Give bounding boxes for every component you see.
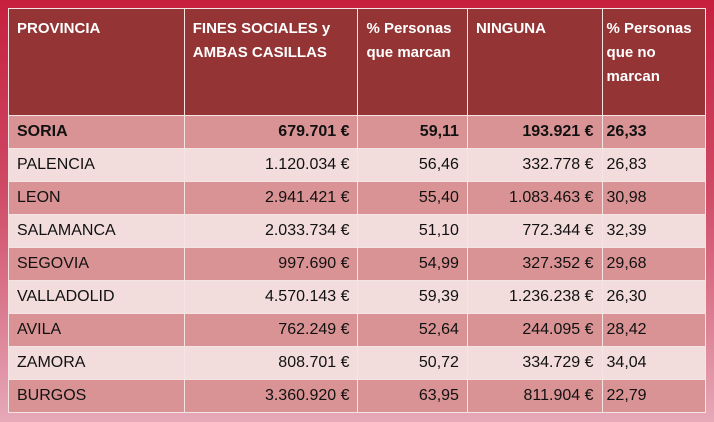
- cell-pct-marcan: 54,99: [357, 247, 468, 281]
- table-row: SEGOVIA 997.690 €54,99 327.352 €29,68: [8, 247, 707, 281]
- cell-pct-marcan: 63,95: [357, 379, 468, 413]
- table-row: SALAMANCA 2.033.734 €51,10 772.344 €32,39: [8, 214, 707, 248]
- cell-fines-sociales: 679.701 €: [183, 115, 359, 149]
- cell-pct-marcan: 55,40: [357, 181, 468, 215]
- cell-pct-marcan: 59,11: [357, 115, 468, 149]
- cell-provincia: ZAMORA: [8, 346, 185, 380]
- cell-ninguna: 193.921 €: [466, 115, 603, 149]
- cell-pct-no-marcan: 30,98: [601, 181, 707, 215]
- cell-pct-marcan: 52,64: [357, 313, 468, 347]
- table-row: AVILA 762.249 €52,64 244.095 €28,42: [8, 313, 707, 347]
- cell-fines-sociales: 4.570.143 €: [183, 280, 359, 314]
- cell-provincia: SORIA: [8, 115, 185, 149]
- cell-ninguna: 1.236.238 €: [466, 280, 603, 314]
- cell-provincia: BURGOS: [8, 379, 185, 413]
- cell-pct-no-marcan: 34,04: [601, 346, 707, 380]
- cell-provincia: VALLADOLID: [8, 280, 185, 314]
- cell-pct-no-marcan: 26,33: [601, 115, 707, 149]
- cell-fines-sociales: 762.249 €: [183, 313, 359, 347]
- cell-provincia: AVILA: [8, 313, 185, 347]
- header-pct-marcan: % Personas que marcan: [357, 8, 468, 116]
- table-row: SORIA 679.701 €59,11 193.921 €26,33: [8, 115, 707, 149]
- table-row: PALENCIA 1.120.034 €56,46 332.778 €26,83: [8, 148, 707, 182]
- cell-ninguna: 332.778 €: [466, 148, 603, 182]
- cell-fines-sociales: 2.033.734 €: [183, 214, 359, 248]
- table-row: LEON 2.941.421 €55,40 1.083.463 €30,98: [8, 181, 707, 215]
- cell-ninguna: 327.352 €: [466, 247, 603, 281]
- cell-fines-sociales: 808.701 €: [183, 346, 359, 380]
- cell-ninguna: 772.344 €: [466, 214, 603, 248]
- cell-fines-sociales: 3.360.920 €: [183, 379, 359, 413]
- table-row: VALLADOLID 4.570.143 €59,39 1.236.238 €26,…: [8, 280, 707, 314]
- cell-pct-no-marcan: 26,83: [601, 148, 707, 182]
- cell-pct-no-marcan: 29,68: [601, 247, 707, 281]
- cell-fines-sociales: 1.120.034 €: [183, 148, 359, 182]
- cell-pct-marcan: 50,72: [357, 346, 468, 380]
- cell-pct-no-marcan: 32,39: [601, 214, 707, 248]
- cell-provincia: PALENCIA: [8, 148, 185, 182]
- provinces-table: PROVINCIA FINES SOCIALES y AMBAS CASILLA…: [8, 8, 707, 413]
- table-row: ZAMORA 808.701 €50,72 334.729 €34,04: [8, 346, 707, 380]
- cell-pct-no-marcan: 28,42: [601, 313, 707, 347]
- header-fines-sociales: FINES SOCIALES y AMBAS CASILLAS: [183, 8, 359, 116]
- cell-pct-marcan: 59,39: [357, 280, 468, 314]
- cell-pct-marcan: 51,10: [357, 214, 468, 248]
- cell-ninguna: 1.083.463 €: [466, 181, 603, 215]
- cell-ninguna: 244.095 €: [466, 313, 603, 347]
- cell-pct-no-marcan: 26,30: [601, 280, 707, 314]
- header-pct-no-marcan: % Personas que no marcan: [601, 8, 707, 116]
- cell-ninguna: 811.904 €: [466, 379, 603, 413]
- cell-fines-sociales: 2.941.421 €: [183, 181, 359, 215]
- table-row: BURGOS 3.360.920 €63,95 811.904 €22,79: [8, 379, 707, 413]
- cell-pct-no-marcan: 22,79: [601, 379, 707, 413]
- header-provincia: PROVINCIA: [8, 8, 185, 116]
- header-row: PROVINCIA FINES SOCIALES y AMBAS CASILLA…: [8, 8, 707, 116]
- header-ninguna: NINGUNA: [466, 8, 603, 116]
- cell-provincia: LEON: [8, 181, 185, 215]
- cell-provincia: SEGOVIA: [8, 247, 185, 281]
- cell-provincia: SALAMANCA: [8, 214, 185, 248]
- cell-pct-marcan: 56,46: [357, 148, 468, 182]
- cell-ninguna: 334.729 €: [466, 346, 603, 380]
- cell-fines-sociales: 997.690 €: [183, 247, 359, 281]
